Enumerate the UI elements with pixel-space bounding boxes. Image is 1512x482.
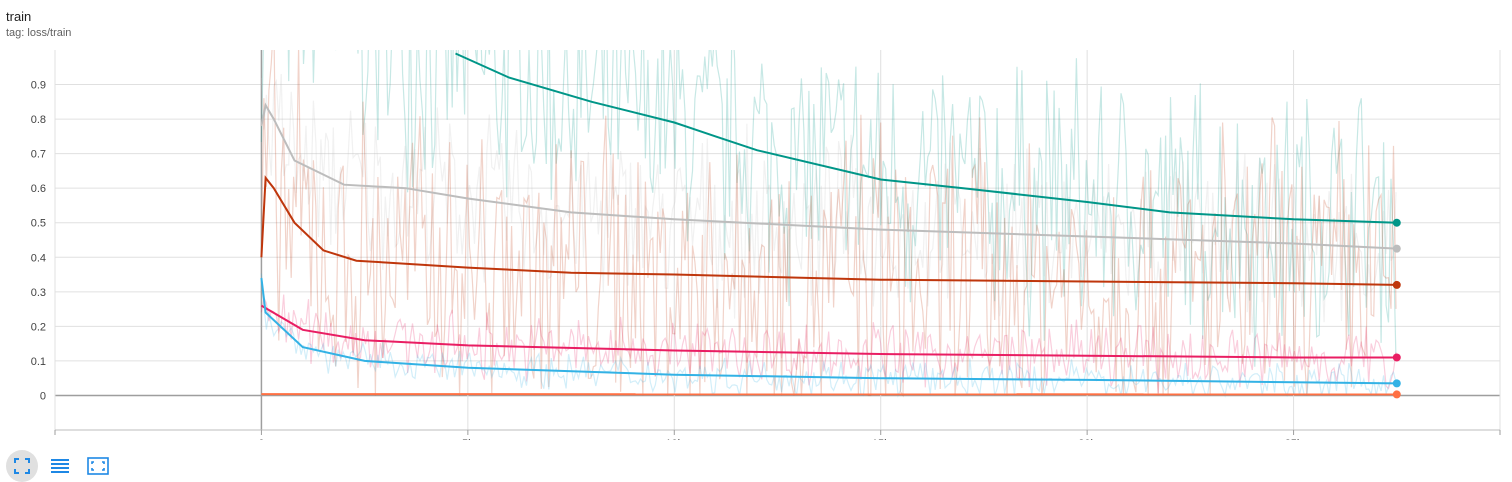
fullscreen-frame-icon: [86, 456, 110, 476]
data-download-button[interactable]: [82, 450, 114, 482]
plot-area: [261, 40, 1396, 396]
y-tick-label: 0.2: [31, 321, 46, 333]
y-tick-label: 0.8: [31, 114, 46, 126]
chart-title: train: [6, 9, 31, 24]
expand-corners-icon: [12, 456, 32, 476]
series-endpoint: [1393, 379, 1401, 387]
y-tick-label: 0.6: [31, 183, 46, 195]
fit-domain-button[interactable]: [6, 450, 38, 482]
y-tick-label: 0.9: [31, 80, 46, 92]
loss-chart[interactable]: 0 0.1 0.2 0.3 0.4 0.5 0.6 0.7 0.8 0.9 0 5k 10k 15k 20k…: [0, 40, 1512, 440]
series-endpoint: [1393, 353, 1401, 361]
x-tick-label: 0: [258, 438, 264, 440]
x-tick-label: 25k: [1285, 438, 1303, 440]
series-endpoint: [1393, 281, 1401, 289]
toggle-log-scale-button[interactable]: [44, 450, 76, 482]
series-endpoint: [1393, 245, 1401, 253]
chart-tag: tag: loss/train: [6, 27, 71, 39]
x-tick-label: 5k: [462, 438, 474, 440]
series-endpoint: [1393, 390, 1401, 398]
y-tick-label: 0.4: [31, 252, 46, 264]
y-tick-label: 0.1: [31, 356, 46, 368]
y-tick-label: 0: [40, 390, 46, 402]
series-endpoint: [1393, 219, 1401, 227]
y-tick-label: 0.3: [31, 287, 46, 299]
x-tick-label: 10k: [665, 438, 683, 440]
y-tick-label: 0.7: [31, 149, 46, 161]
x-tick-label: 15k: [872, 438, 890, 440]
chart-toolbar: [6, 450, 114, 482]
y-tick-label: 0.5: [31, 218, 46, 230]
list-lines-icon: [49, 456, 71, 476]
x-tick-label: 20k: [1078, 438, 1096, 440]
